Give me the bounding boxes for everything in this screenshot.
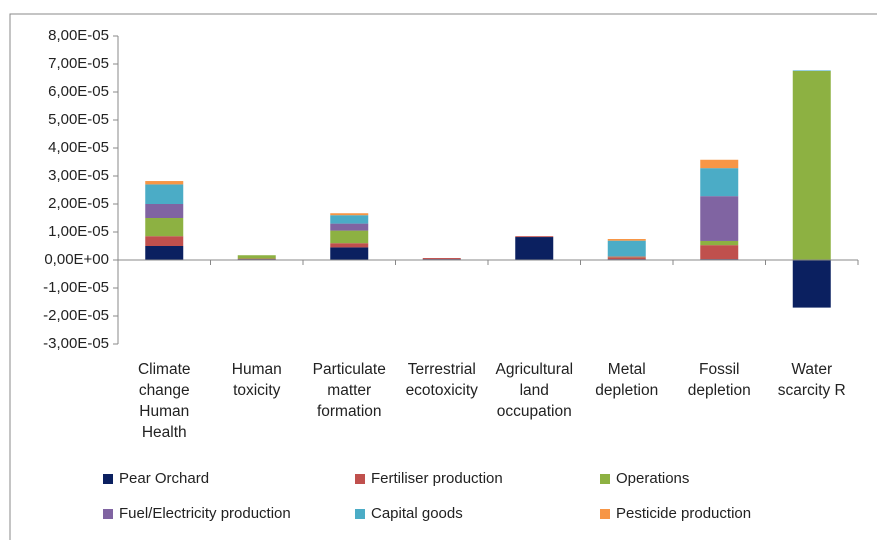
legend-swatch	[600, 474, 610, 484]
y-tick-label: 1,00E-05	[48, 223, 109, 240]
bar-segment	[700, 196, 739, 241]
x-tick-label: Climate change Human Health	[137, 361, 191, 441]
bar-segment	[237, 255, 276, 259]
y-tick-label: 5,00E-05	[48, 111, 109, 128]
y-tick-label: 8,00E-05	[48, 27, 109, 44]
legend-swatch	[600, 509, 610, 519]
x-tick-label: Particulate matter formation	[312, 361, 386, 420]
legend-swatch	[103, 509, 113, 519]
x-tick-label: Fossil depletion	[687, 361, 751, 399]
bar-segment	[700, 168, 739, 197]
bar-segment	[792, 70, 831, 71]
legend-label: Fuel/Electricity production	[119, 505, 291, 522]
bar-segment	[330, 230, 369, 244]
bar-segment	[700, 159, 739, 169]
bar-segment	[145, 204, 184, 218]
x-tick-label: Agricultural land occupation	[495, 361, 574, 420]
bar-segment	[422, 258, 461, 260]
y-tick-label: 2,00E-05	[48, 195, 109, 212]
legend-label: Capital goods	[371, 505, 463, 522]
bar-segment	[792, 71, 831, 260]
bar-segment	[607, 256, 646, 258]
chart-border	[9, 13, 877, 540]
bar-segment	[607, 256, 646, 257]
bar-segment	[330, 223, 369, 231]
y-tick-label: 0,00E+00	[44, 251, 109, 268]
bar-segment	[237, 258, 276, 260]
y-tick-label: 3,00E-05	[48, 167, 109, 184]
bar-segment	[330, 243, 369, 248]
bar-segment	[330, 213, 369, 216]
bar-segment	[700, 245, 739, 260]
y-tick-label: 6,00E-05	[48, 83, 109, 100]
y-tick-label: -2,00E-05	[43, 307, 109, 324]
bar-segment	[607, 239, 646, 241]
legend-label: Pesticide production	[616, 505, 751, 522]
bar-segment	[145, 181, 184, 185]
legend-label: Fertiliser production	[371, 470, 503, 487]
x-tick-label: Metal depletion	[595, 361, 659, 399]
bar-segment	[145, 218, 184, 237]
bar-segment	[330, 247, 369, 260]
bar-segment	[700, 240, 739, 246]
y-tick-label: 7,00E-05	[48, 55, 109, 72]
bar-segment	[330, 215, 369, 224]
bar-segment	[515, 237, 554, 260]
legend-swatch	[103, 474, 113, 484]
y-tick-label: 4,00E-05	[48, 139, 109, 156]
legend-label: Pear Orchard	[119, 470, 209, 487]
y-tick-label: -3,00E-05	[43, 335, 109, 352]
x-tick-label: Terrestrial ecotoxicity	[405, 361, 478, 399]
bar-segment	[145, 236, 184, 246]
bar-segment	[607, 257, 646, 260]
y-tick-label: -1,00E-05	[43, 279, 109, 296]
bar-segment	[515, 236, 554, 238]
bar-segment	[145, 184, 184, 204]
legend-swatch	[355, 474, 365, 484]
x-tick-label: Human toxicity	[231, 361, 282, 399]
legend-swatch	[355, 509, 365, 519]
bar-segment	[607, 240, 646, 257]
legend-label: Operations	[616, 470, 689, 487]
x-tick-label: Water scarcity R	[777, 361, 846, 399]
bar-segment	[792, 260, 831, 308]
bar-segment	[145, 246, 184, 260]
